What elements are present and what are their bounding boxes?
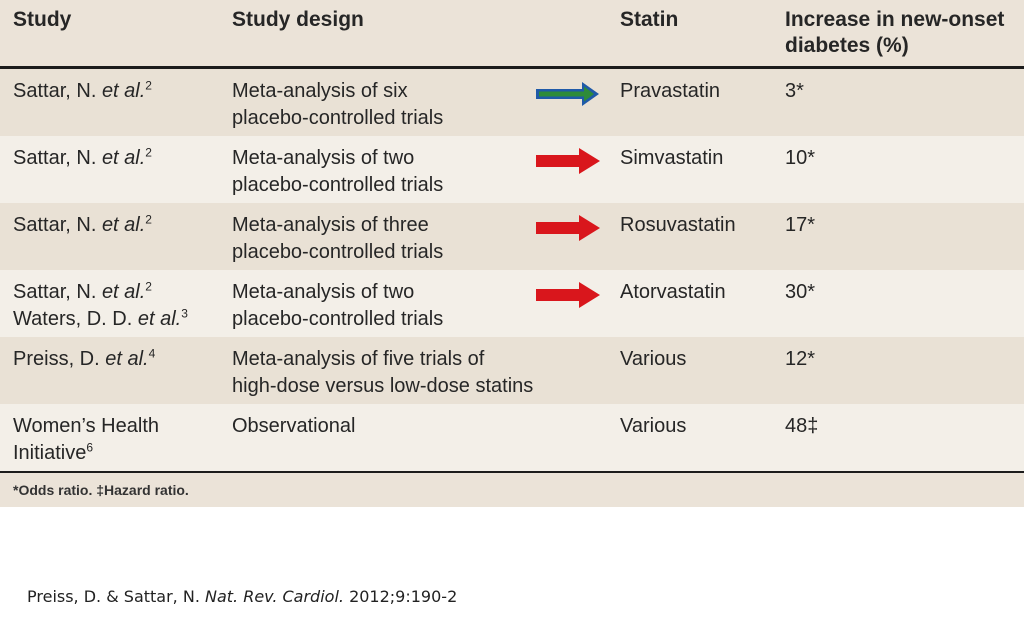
increase-cell: 30* (785, 281, 816, 303)
statin-cell: Rosuvastatin (620, 214, 736, 236)
red-arrow-icon (536, 282, 600, 308)
increase-cell: 48‡ (785, 415, 819, 437)
reference-superscript: 2 (145, 279, 152, 294)
author-name: Preiss, D. (13, 348, 106, 370)
red-arrow-icon (536, 148, 600, 174)
table-row: Women’s Health Initiative6 Observational… (0, 404, 1024, 471)
et-al: et al. (101, 147, 146, 169)
citation-authors: Preiss, D. & Sattar, N. (27, 587, 205, 606)
citation: Preiss, D. & Sattar, N. Nat. Rev. Cardio… (27, 587, 457, 606)
et-al: et al. (101, 80, 146, 102)
statin-cell: Various (620, 348, 687, 370)
design-line2: placebo-controlled trials (232, 241, 444, 263)
footnote-row: *Odds ratio. ‡Hazard ratio. (0, 473, 1024, 507)
citation-journal: Nat. Rev. Cardiol. (204, 587, 344, 606)
design-line2: high-dose versus low-dose statins (232, 375, 534, 397)
author-name: Sattar, N. (13, 214, 102, 236)
reference-superscript: 6 (86, 440, 94, 455)
footer-rule (0, 471, 1024, 473)
design-line2: placebo-controlled trials (232, 107, 444, 129)
design-line1: Meta-analysis of five trials of (232, 348, 485, 370)
et-al: et al. (101, 281, 146, 303)
study-line: Initiative6 (13, 440, 218, 467)
design-cell: Meta-analysis of two placebo-controlled … (232, 145, 612, 199)
reference-superscript: 3 (181, 306, 188, 321)
increase-cell: 12* (785, 348, 816, 370)
header-rule (0, 66, 1024, 69)
design-line1: Meta-analysis of two (232, 147, 415, 169)
study-cell: Preiss, D. et al.4 (13, 346, 218, 373)
author-name: Sattar, N. (13, 281, 102, 303)
design-cell: Observational (232, 413, 612, 440)
statin-diabetes-table: Study Study design Statin Increase in ne… (0, 0, 1024, 507)
reference-superscript: 2 (145, 145, 152, 160)
statin-cell: Various (620, 415, 687, 437)
increase-cell: 10* (785, 147, 816, 169)
study-line: Sattar, N. et al.2 (13, 279, 218, 306)
design-line2: placebo-controlled trials (232, 174, 444, 196)
statin-cell: Atorvastatin (620, 281, 726, 303)
design-line1: Meta-analysis of three (232, 214, 429, 236)
design-line2: placebo-controlled trials (232, 308, 444, 330)
design-cell: Meta-analysis of six placebo-controlled … (232, 78, 612, 132)
design-line1: Observational (232, 415, 356, 437)
study-line: Waters, D. D. et al.3 (13, 306, 218, 333)
author-name: Sattar, N. (13, 80, 102, 102)
header-statin: Statin (620, 8, 679, 31)
statin-cell: Pravastatin (620, 80, 721, 102)
reference-superscript: 4 (148, 346, 156, 361)
et-al: et al. (101, 214, 146, 236)
header-increase-line1: Increase in new-onset (785, 8, 1005, 31)
design-line1: Meta-analysis of two (232, 281, 415, 303)
author-name: Initiative (13, 442, 87, 464)
study-cell: Sattar, N. et al.2 (13, 78, 218, 105)
study-cell: Sattar, N. et al.2 Waters, D. D. et al.3 (13, 279, 218, 333)
study-cell: Sattar, N. et al.2 (13, 212, 218, 239)
design-cell: Meta-analysis of two placebo-controlled … (232, 279, 612, 333)
table-row: Sattar, N. et al.2 Meta-analysis of two … (0, 136, 1024, 203)
table-row: Sattar, N. et al.2 Meta-analysis of six … (0, 69, 1024, 136)
header-increase-line2: diabetes (%) (785, 34, 909, 57)
statin-cell: Simvastatin (620, 147, 724, 169)
footnote: *Odds ratio. ‡Hazard ratio. (13, 482, 189, 498)
author-name: Sattar, N. (13, 147, 102, 169)
study-line: Women’s Health (13, 415, 159, 437)
table-row: Preiss, D. et al.4 Meta-analysis of five… (0, 337, 1024, 404)
blue-green-arrow-icon (536, 82, 599, 106)
study-cell: Sattar, N. et al.2 (13, 145, 218, 172)
study-line: Sattar, N. et al.2 (13, 78, 218, 105)
increase-cell: 3* (785, 80, 804, 102)
citation-ref: 2012;9:190-2 (343, 587, 458, 606)
header-study: Study (13, 8, 72, 31)
study-line: Preiss, D. et al.4 (13, 346, 218, 373)
et-al: et al. (105, 348, 149, 370)
increase-cell: 17* (785, 214, 816, 236)
header-design: Study design (232, 8, 364, 31)
table-header: Study Study design Statin Increase in ne… (0, 0, 1024, 66)
study-line: Sattar, N. et al.2 (13, 212, 218, 239)
header-increase: Increase in new-onset diabetes (%) (785, 7, 1020, 59)
red-arrow-icon (536, 215, 600, 241)
table-row: Sattar, N. et al.2 Meta-analysis of thre… (0, 203, 1024, 270)
author-name: Waters, D. D. (13, 308, 138, 330)
reference-superscript: 2 (145, 212, 152, 227)
design-cell: Meta-analysis of five trials of high-dos… (232, 346, 612, 400)
study-line: Sattar, N. et al.2 (13, 145, 218, 172)
et-al: et al. (137, 308, 182, 330)
design-cell: Meta-analysis of three placebo-controlle… (232, 212, 612, 266)
table-row: Sattar, N. et al.2 Waters, D. D. et al.3… (0, 270, 1024, 337)
reference-superscript: 2 (145, 78, 152, 93)
study-cell: Women’s Health Initiative6 (13, 413, 218, 467)
design-line1: Meta-analysis of six (232, 80, 408, 102)
